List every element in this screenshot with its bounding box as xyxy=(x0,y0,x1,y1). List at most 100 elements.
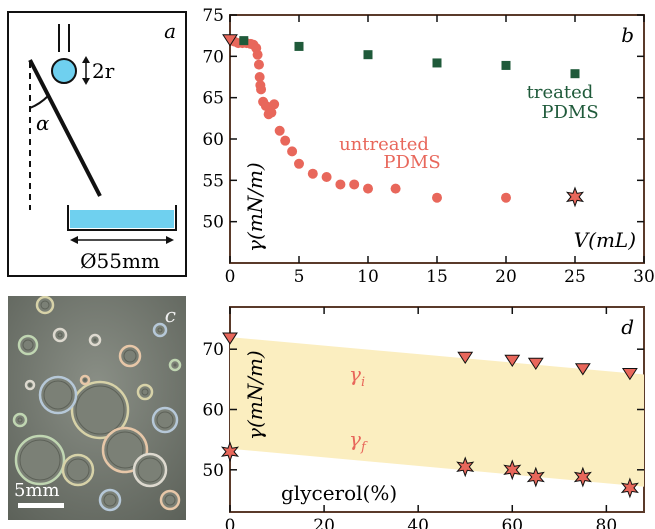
dish xyxy=(67,205,177,231)
data-point-star xyxy=(565,186,585,208)
y-tick-label: 55 xyxy=(202,171,224,191)
data-point-triangle-down xyxy=(222,332,238,345)
bubble xyxy=(24,379,36,391)
bubble-inner xyxy=(93,338,97,342)
bubble xyxy=(70,380,130,440)
data-point-circle xyxy=(269,99,280,110)
legend-treated-line1: treated xyxy=(527,82,594,103)
panel-b-frame xyxy=(229,14,645,264)
dish-water xyxy=(70,210,174,228)
x-tick-label: 80 xyxy=(596,516,618,529)
radius-arrow-up-icon xyxy=(82,56,90,63)
data-point-circle xyxy=(501,192,511,203)
angle-label: α xyxy=(36,111,50,135)
data-point-square xyxy=(501,60,511,70)
panel-d-ticks: 0 20 40 60 80 50 60 70 xyxy=(202,307,644,529)
label-gamma-i: γi xyxy=(349,362,365,390)
diameter-arrow-left-icon xyxy=(70,236,78,244)
bubble-inner xyxy=(173,363,177,367)
panel-a-letter: a xyxy=(164,19,176,43)
bubble xyxy=(12,412,28,428)
data-point-circle xyxy=(256,84,267,95)
bubble xyxy=(79,374,91,386)
data-point-circle xyxy=(252,49,263,60)
data-point-circle xyxy=(349,179,360,190)
x-tick-label: 10 xyxy=(357,267,379,287)
data-point-triangle-down xyxy=(222,34,238,47)
bubble-inner xyxy=(106,431,144,469)
bubble-inner xyxy=(75,385,125,435)
dish-label: Ø55mm xyxy=(80,249,160,273)
y-tick-label: 60 xyxy=(202,401,224,421)
data-point-circle xyxy=(280,135,291,146)
data-point-circle xyxy=(390,183,401,194)
radius-label: 2r xyxy=(92,59,115,83)
bubble-inner xyxy=(57,332,63,338)
bubble-inner xyxy=(28,383,32,387)
legend-untreated-line1: untreated xyxy=(339,134,429,155)
bubble xyxy=(14,434,66,486)
bubble xyxy=(132,452,168,488)
bubble xyxy=(159,489,181,511)
x-tick-label: 15 xyxy=(426,267,448,287)
panel-d-ylabel: γ(mN/m) xyxy=(243,350,267,440)
bubble-inner xyxy=(83,378,87,382)
bubble-inner xyxy=(164,494,176,506)
y-tick-label: 65 xyxy=(202,89,224,109)
x-tick-label: 40 xyxy=(407,516,429,529)
panel-a-frame xyxy=(7,11,187,277)
panel-a: a 2r α Ø55mm xyxy=(7,11,187,277)
data-point-square xyxy=(294,41,304,51)
panel-d: 0 20 40 60 80 50 60 70 d γ(mN/m) glycerol(%) γi… xyxy=(202,306,645,529)
data-point-circle xyxy=(294,158,304,169)
panel-b-ticks: 0 5 10 15 20 25 30 50 55 60 65 70 75 xyxy=(202,6,654,287)
legend-untreated-line2: PDMS xyxy=(383,152,440,173)
bubble xyxy=(118,344,142,368)
bubble-inner xyxy=(19,439,61,481)
bubble xyxy=(52,327,68,343)
radius-arrow-down-icon xyxy=(82,78,90,85)
y-tick-label: 75 xyxy=(202,6,224,26)
data-point-star xyxy=(526,466,545,488)
bubble-inner xyxy=(103,493,117,507)
data-point-circle xyxy=(287,146,298,157)
panel-b-marks xyxy=(222,34,585,208)
bubble-inner xyxy=(137,457,163,483)
y-tick-label: 70 xyxy=(202,47,224,67)
data-point-triangle-down xyxy=(527,357,544,371)
x-tick-label: 60 xyxy=(501,516,523,529)
y-tick-label: 50 xyxy=(202,461,224,481)
panel-b: 0 5 10 15 20 25 30 50 55 60 65 70 75 b γ(mN/m) V(mL)… xyxy=(202,6,654,287)
bubble-inner xyxy=(22,339,34,351)
data-point-star xyxy=(220,441,240,463)
y-tick-label: 60 xyxy=(202,130,224,150)
panel-d-xlabel: glycerol(%) xyxy=(281,481,397,505)
data-point-circle xyxy=(335,179,346,190)
x-tick-label: 30 xyxy=(633,267,655,287)
data-point-circle xyxy=(253,59,264,70)
bubble-inner xyxy=(66,458,90,482)
bubble-inner xyxy=(156,411,174,429)
panel-b-ylabel: γ(mN/m) xyxy=(243,162,267,252)
bubble-inner xyxy=(40,300,50,310)
panel-b-xlabel: V(mL) xyxy=(574,228,636,252)
data-point-circle xyxy=(363,183,373,194)
x-tick-label: 0 xyxy=(225,267,236,287)
data-point-triangle-down xyxy=(457,351,474,365)
photo-bubbles xyxy=(12,296,182,512)
y-tick-label: 70 xyxy=(202,340,224,360)
panel-d-marks xyxy=(220,332,639,499)
bubble xyxy=(152,322,168,338)
data-point-circle xyxy=(321,172,332,183)
bubble xyxy=(17,334,39,356)
angle-arc xyxy=(29,95,49,109)
bubble xyxy=(136,383,154,401)
bubble-inner xyxy=(157,327,163,333)
data-point-circle xyxy=(266,107,277,118)
panel-b-letter: b xyxy=(621,23,634,47)
diameter-arrow-right-icon xyxy=(166,236,174,244)
data-point-circle xyxy=(432,192,442,203)
x-tick-label: 20 xyxy=(495,267,517,287)
data-point-triangle-down xyxy=(621,368,638,381)
